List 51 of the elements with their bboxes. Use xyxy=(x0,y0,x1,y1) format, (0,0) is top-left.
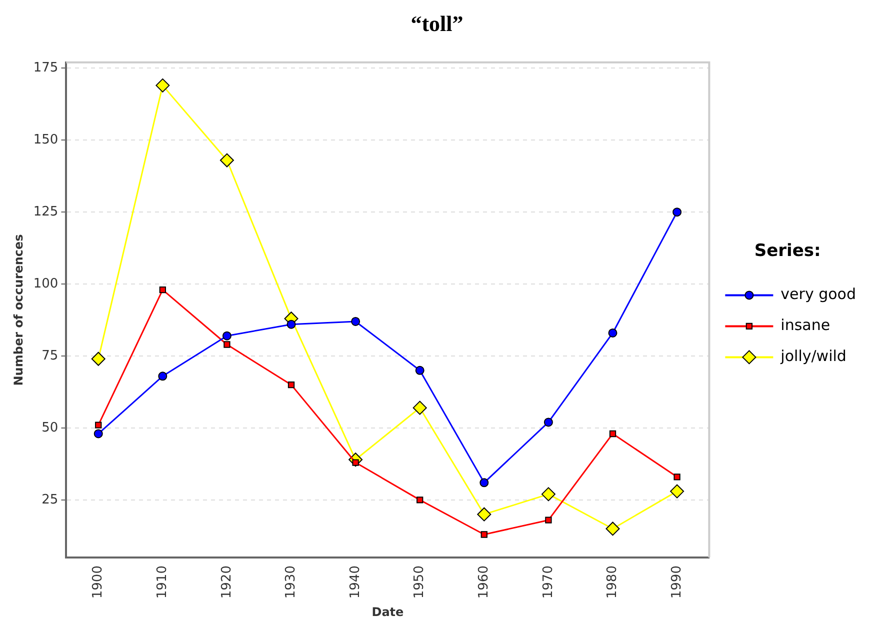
point xyxy=(480,478,489,488)
y-tick-label: 175 xyxy=(33,60,58,76)
x-tick-label: 1980 xyxy=(605,566,620,599)
point xyxy=(674,474,680,480)
point xyxy=(220,153,234,168)
point xyxy=(541,487,556,502)
point xyxy=(412,400,427,415)
x-tick-label: 1960 xyxy=(476,566,492,599)
x-tick-label: 1940 xyxy=(348,566,363,599)
point xyxy=(609,430,616,438)
point xyxy=(477,507,492,522)
point xyxy=(222,331,232,340)
point xyxy=(670,484,684,498)
point xyxy=(608,328,618,338)
point xyxy=(545,516,552,524)
point xyxy=(158,372,168,381)
y-tick-label: 150 xyxy=(33,132,58,148)
point xyxy=(288,381,295,388)
chart-title: “toll” xyxy=(410,10,464,36)
point xyxy=(416,496,424,504)
y-tick-label: 50 xyxy=(42,420,58,436)
legend-label: very good xyxy=(780,285,856,304)
x-tick-label: 1910 xyxy=(155,566,170,599)
point xyxy=(672,208,682,217)
point xyxy=(95,422,102,428)
point xyxy=(156,78,170,92)
point xyxy=(544,418,553,427)
legend-title: Series: xyxy=(754,241,821,262)
point xyxy=(606,522,620,536)
point xyxy=(224,341,230,348)
point xyxy=(351,316,360,326)
point xyxy=(286,320,296,329)
x-tick-label: 1950 xyxy=(412,566,428,599)
x-tick-label: 1900 xyxy=(90,566,106,599)
point xyxy=(415,366,424,375)
x-tick-label: 1990 xyxy=(669,566,684,599)
y-axis-title: Number of occurences xyxy=(11,234,26,386)
point xyxy=(159,286,166,294)
x-tick-label: 1970 xyxy=(540,566,556,599)
y-tick-label: 75 xyxy=(42,348,58,364)
x-axis-title: Date xyxy=(372,604,404,619)
legend-label: jolly/wild xyxy=(780,347,846,366)
y-tick-label: 100 xyxy=(33,276,58,292)
y-tick-label: 25 xyxy=(42,492,58,508)
legend-label: insane xyxy=(780,316,830,334)
point xyxy=(94,429,103,438)
x-tick-label: 1930 xyxy=(284,566,299,599)
y-tick-label: 125 xyxy=(33,204,58,220)
point xyxy=(91,352,106,366)
x-tick-label: 1920 xyxy=(219,566,234,599)
point xyxy=(480,531,488,538)
